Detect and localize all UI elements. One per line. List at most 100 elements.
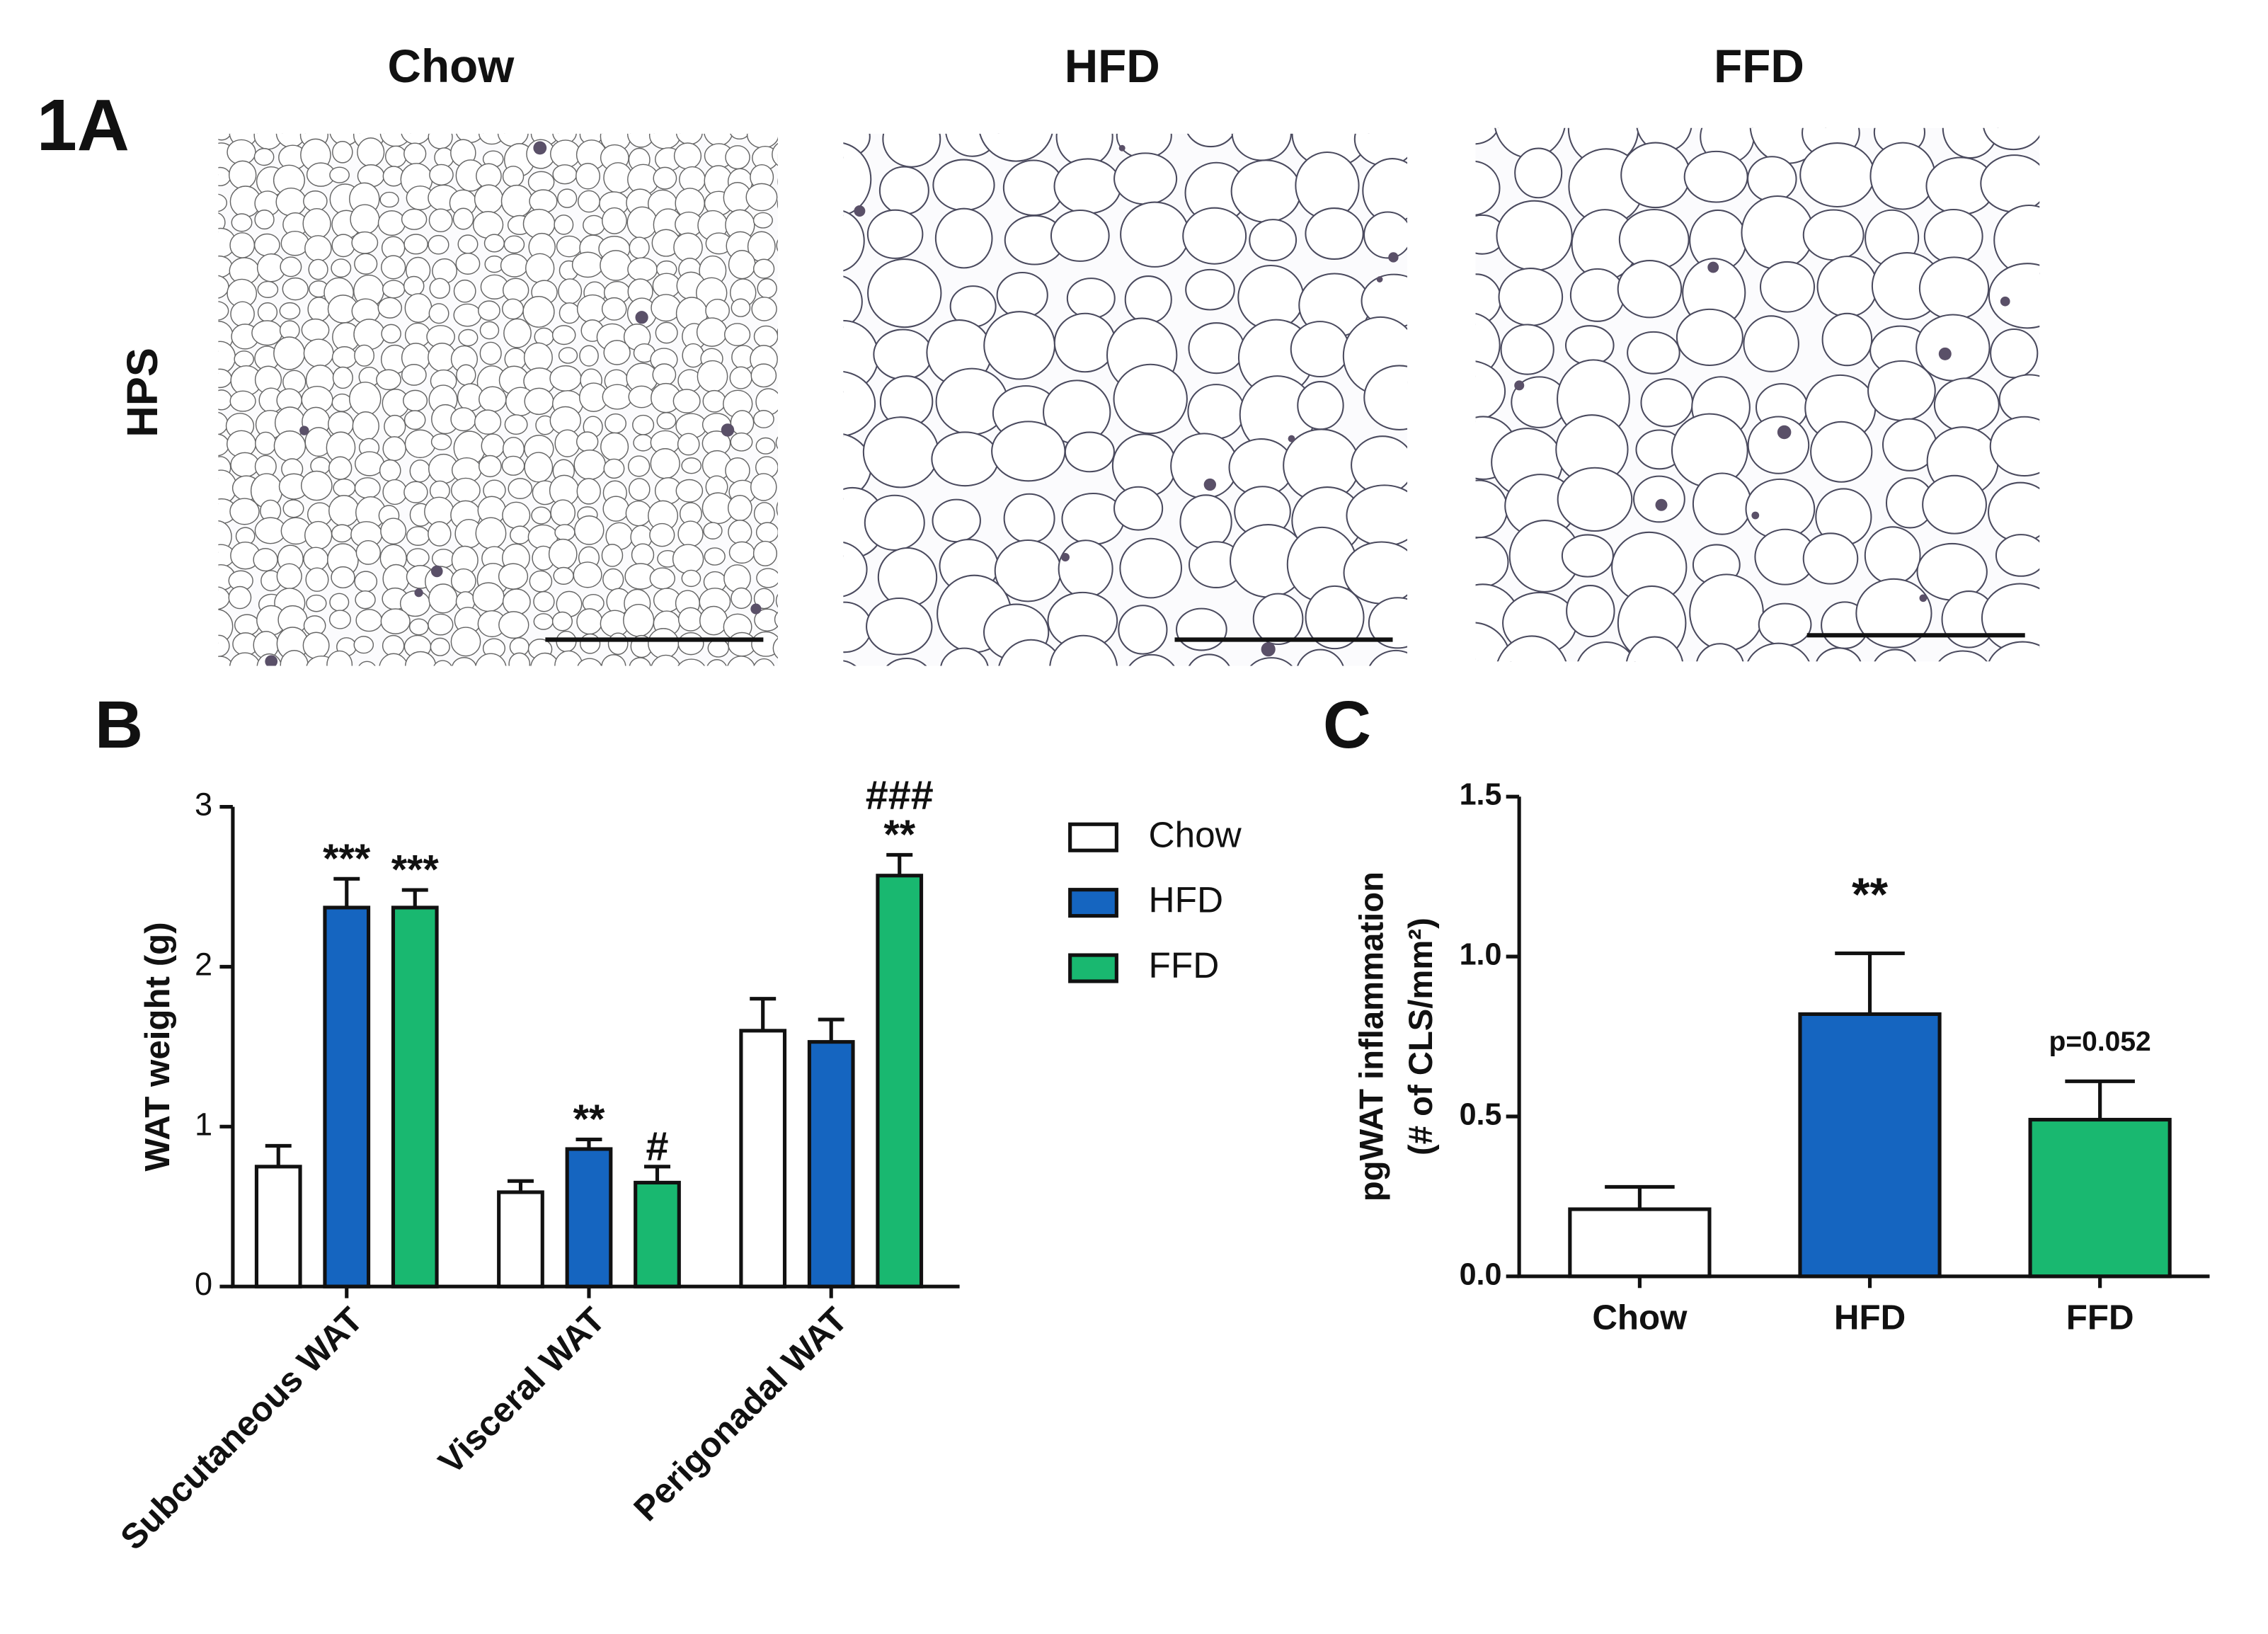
adipocyte [752,212,773,229]
bar [1568,1207,1712,1279]
adipocyte [401,133,431,145]
adipocyte [530,652,560,666]
stain [265,655,278,666]
panel-label: B [95,687,143,762]
adipocyte [673,142,702,170]
adipocyte [218,389,232,411]
adipocyte [940,647,989,666]
adipocyte [628,455,651,477]
adipocyte [702,389,726,413]
adipocyte [475,517,507,549]
adipocyte [1124,275,1172,324]
adipocyte [1113,152,1178,205]
adipocyte [651,654,681,666]
legend-swatch [1068,888,1118,918]
adipocyte [1918,256,1990,321]
adipocyte [1514,147,1563,199]
adipocyte [681,569,701,588]
adipocyte [273,336,306,370]
adipocyte [529,189,558,214]
adipocyte [1747,416,1810,474]
adipocyte [307,297,331,322]
adipocyte [697,360,728,393]
adipocyte [508,478,533,499]
adipocyte [1983,127,2040,151]
adipocyte [728,520,752,545]
adipocyte [428,613,454,636]
y-tick-label: 1.5 [1460,778,1502,812]
adipocyte [218,166,231,187]
adipocyte [430,637,450,656]
adipocyte [551,325,576,345]
adipocyte [1802,209,1865,261]
adipocyte [548,538,578,570]
adipocyte [481,433,505,459]
panel-label: 1A [37,84,130,166]
adipocyte [780,300,801,317]
micrograph [843,133,1408,666]
adipocyte [931,431,1000,487]
adipocyte [628,385,655,408]
bar [565,1147,613,1289]
adipocyte [682,343,705,368]
adipocyte [253,548,278,572]
adipocyte [502,588,531,615]
adipocyte [843,319,879,393]
adipocyte [558,347,578,364]
stain [430,565,443,578]
significance-label: ### [866,772,934,818]
adipocyte [1353,133,1408,167]
adipocyte [349,382,382,416]
adipocyte [554,429,580,457]
adipocyte [601,654,626,666]
adipocyte [704,547,726,566]
adipocyte [677,632,704,656]
adipocyte [218,433,230,457]
adipocyte [1500,324,1554,375]
adipocyte [571,251,604,278]
adipocyte [384,414,406,438]
legend-label: Chow [1149,814,1242,855]
adipocyte [579,345,599,367]
adipocyte [353,636,374,654]
adipocyte [655,321,678,344]
adipocyte [1061,492,1125,545]
adipocyte [753,588,775,610]
adipocyte [932,498,981,543]
adipocyte [351,231,379,254]
adipocyte [1874,649,1917,662]
adipocyte [1182,207,1247,265]
adipocyte [784,387,804,408]
adipocyte [1475,360,1506,423]
adipocyte [653,166,677,190]
adipocyte [843,275,863,328]
adipocyte [577,658,602,666]
adipocyte [331,566,355,589]
adipocyte [1363,211,1408,259]
adipocyte [377,210,406,236]
adipocyte [273,430,307,462]
adipocyte [648,628,680,659]
adipocyte [777,178,778,185]
y-tick-label: 1 [195,1106,212,1142]
adipocyte [557,188,578,208]
adipocyte [1116,133,1172,159]
adipocyte [275,187,307,217]
adipocyte [649,567,676,590]
adipocyte [381,324,401,344]
adipocyte [991,421,1066,482]
adipocyte [510,525,531,544]
adipocyte [350,204,380,235]
adipocyte [253,233,280,257]
adipocyte [1636,127,1693,153]
annotation: ** [1852,869,1889,920]
adipocyte [456,133,484,144]
adipocyte [403,275,425,297]
adipocyte [1113,363,1188,435]
adipocyte [550,499,576,527]
adipocyte [403,389,428,412]
adipocyte [696,317,728,347]
adipocyte [452,657,477,666]
adipocyte [304,520,333,550]
adipocyte [218,255,233,278]
